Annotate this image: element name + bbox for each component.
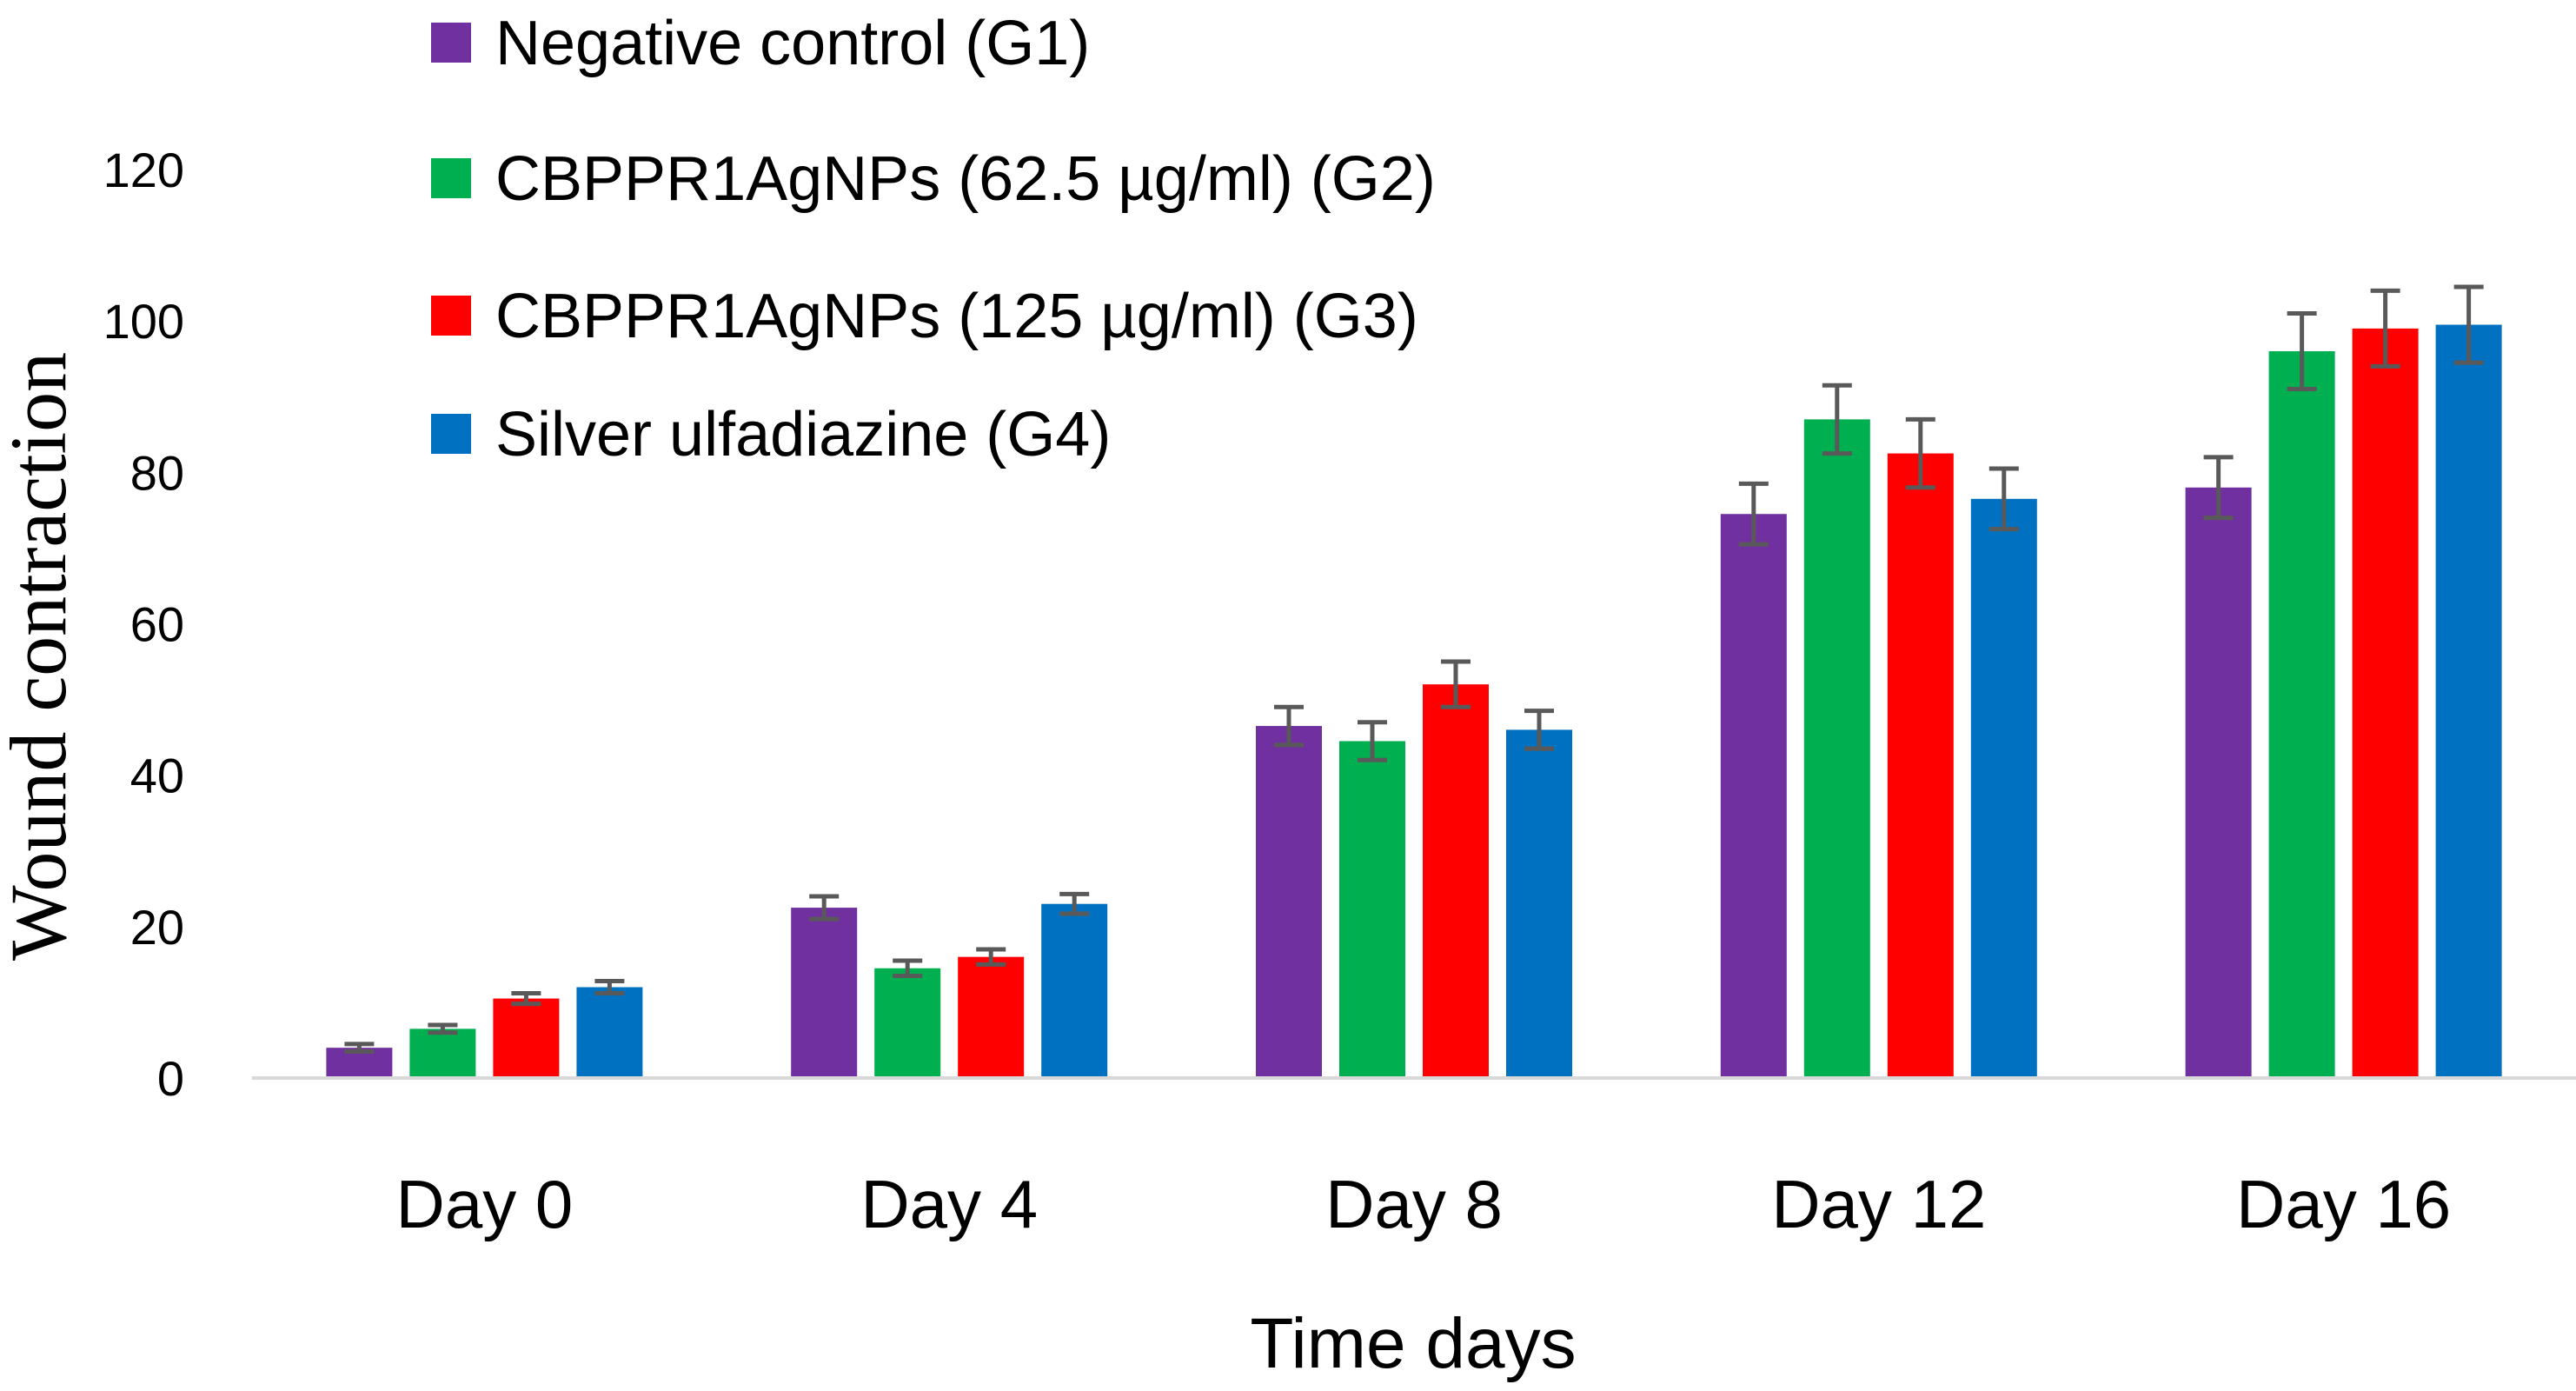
error-bar: [1274, 704, 1304, 748]
bar-4-day-8: [1506, 729, 1572, 1078]
legend-item: CBPPR1AgNPs (125 µg/ml) (G3): [431, 282, 1418, 351]
error-bar: [511, 990, 541, 1007]
error-bar: [428, 1022, 458, 1035]
legend-swatch: [431, 414, 471, 454]
legend-label: Silver ulfadiazine (G4): [495, 400, 1111, 469]
bar-2-day-16: [2268, 351, 2335, 1078]
legend-swatch: [431, 296, 471, 336]
legend: Negative control (G1) CBPPR1AgNPs (62.5 µ…: [431, 9, 1436, 469]
error-bar: [1441, 659, 1471, 709]
error-bar: [2370, 288, 2400, 369]
error-bar: [2203, 455, 2234, 521]
bars: [326, 324, 2502, 1078]
error-bar: [1988, 466, 2019, 532]
legend-swatch: [431, 23, 471, 63]
legend-item: CBPPR1AgNPs (62.5 µg/ml) (G2): [431, 144, 1436, 214]
bar-1-day-12: [1720, 514, 1787, 1078]
error-bar: [893, 958, 923, 978]
bar-4-day-16: [2435, 324, 2502, 1078]
legend-label: CBPPR1AgNPs (62.5 µg/ml) (G2): [495, 144, 1436, 214]
bar-2-day-4: [874, 968, 941, 1078]
error-bar: [1524, 709, 1554, 751]
bar-1-day-8: [1256, 726, 1322, 1078]
y-tick-label: 120: [103, 143, 184, 197]
error-bar: [1358, 720, 1387, 762]
x-tick-label: Day 16: [2236, 1166, 2451, 1242]
bar-3-day-16: [2352, 328, 2419, 1078]
y-tick-label: 80: [130, 445, 184, 500]
bar-3-day-12: [1887, 453, 1954, 1078]
bar-4-day-12: [1970, 498, 2037, 1078]
error-bar: [1905, 416, 1935, 490]
x-axis: Day 0 Day 4 Day 8 Day 12 Day 16: [396, 1166, 2452, 1242]
y-tick-label: 0: [157, 1051, 184, 1106]
error-bars: [344, 284, 2484, 1055]
error-bar: [1822, 383, 1852, 456]
y-tick-label: 100: [103, 294, 184, 349]
bar-3-day-4: [958, 956, 1025, 1078]
bar-1-day-16: [2185, 487, 2252, 1078]
error-bar: [809, 894, 840, 922]
error-bar: [2453, 284, 2484, 365]
error-bar: [1738, 481, 1769, 547]
bar-2-day-8: [1339, 741, 1405, 1078]
legend-swatch: [431, 158, 471, 198]
x-tick-label: Day 8: [1325, 1166, 1503, 1242]
bar-4-day-4: [1041, 903, 1108, 1078]
error-bar: [344, 1042, 375, 1055]
x-tick-label: Day 12: [1771, 1166, 1986, 1242]
error-bar: [594, 979, 625, 995]
x-tick-label: Day 0: [396, 1166, 574, 1242]
bar-2-day-12: [1803, 419, 1870, 1078]
legend-item: Negative control (G1): [431, 9, 1090, 78]
y-tick-label: 20: [130, 900, 184, 955]
legend-item: Silver ulfadiazine (G4): [431, 400, 1111, 469]
bar-3-day-8: [1423, 684, 1489, 1078]
y-axis: 0 20 40 60 80 100 120: [103, 143, 184, 1106]
error-bar: [2287, 310, 2317, 392]
x-tick-label: Day 4: [860, 1166, 1038, 1242]
legend-label: Negative control (G1): [495, 9, 1090, 78]
y-tick-label: 40: [130, 749, 184, 803]
bar-1-day-4: [791, 908, 858, 1078]
y-axis-label: Wound contraction: [0, 352, 83, 961]
error-bar: [1059, 891, 1090, 916]
bar-2-day-0: [409, 1028, 476, 1078]
legend-label: CBPPR1AgNPs (125 µg/ml) (G3): [495, 282, 1418, 351]
x-axis-label: Time days: [1250, 1304, 1576, 1383]
bar-4-day-0: [576, 987, 643, 1078]
bar-3-day-0: [493, 998, 560, 1078]
error-bar: [976, 947, 1006, 967]
y-tick-label: 60: [130, 597, 184, 652]
